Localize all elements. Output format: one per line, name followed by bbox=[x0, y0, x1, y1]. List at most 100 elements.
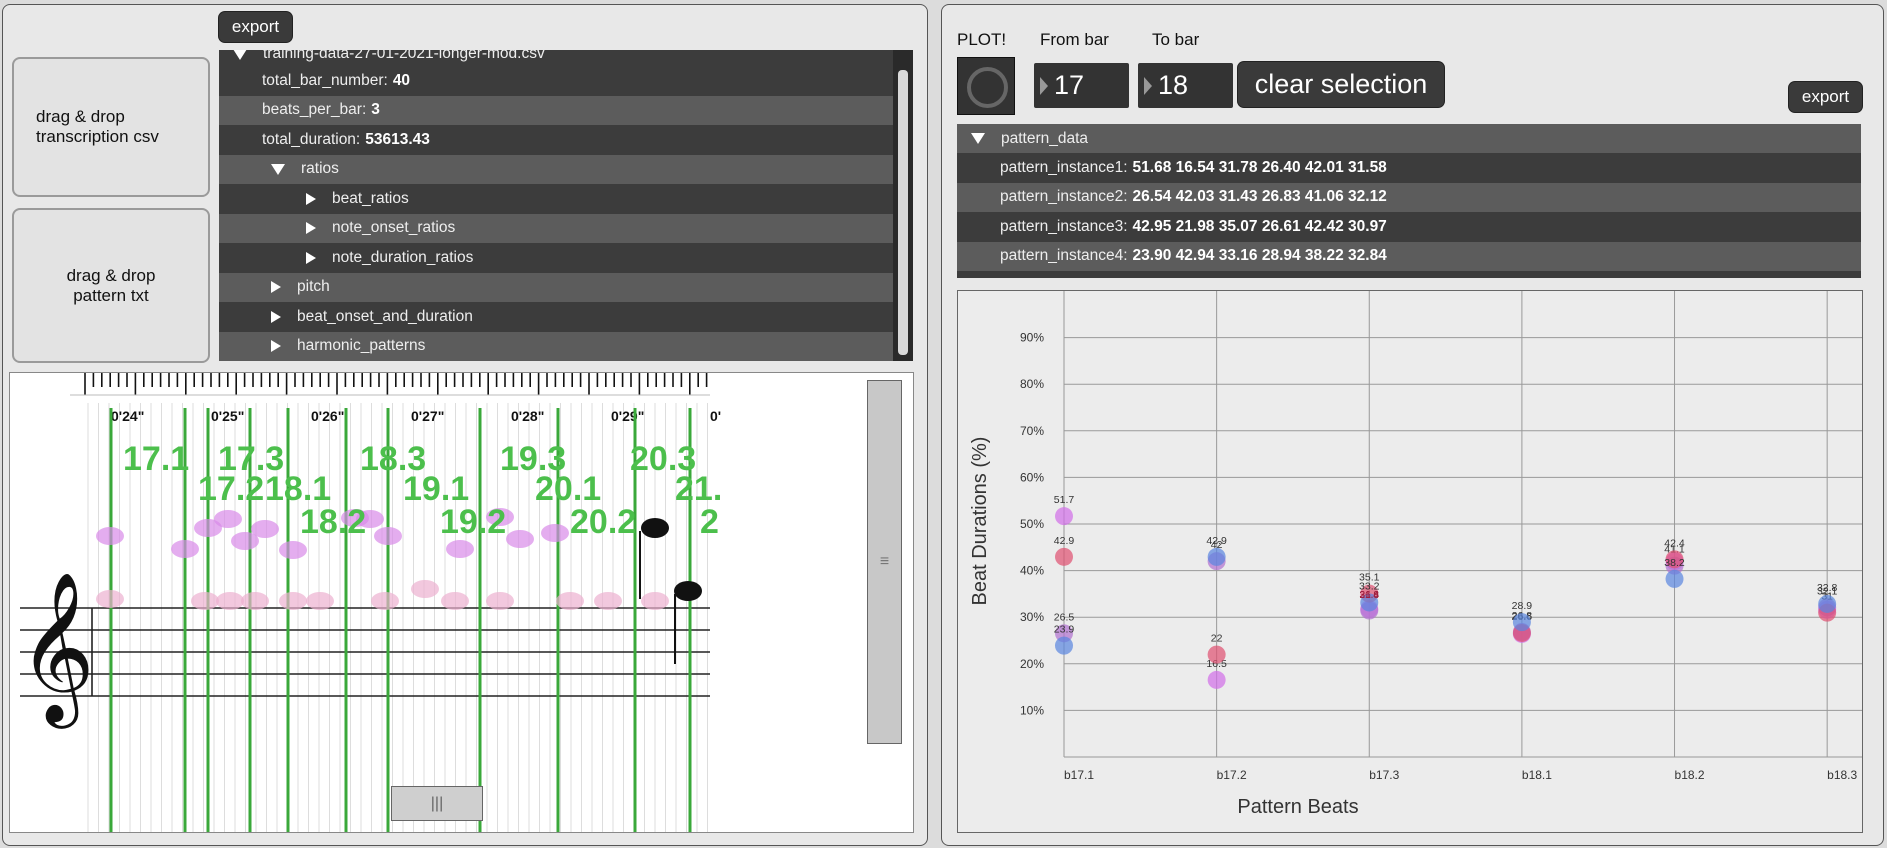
y-tick-label: 30% bbox=[1020, 610, 1044, 624]
pattern-instance-values: 42.95 21.98 35.07 26.61 42.42 30.97 bbox=[1132, 217, 1387, 235]
data-label: 32.1 bbox=[1817, 585, 1838, 597]
tree-row[interactable]: note_duration_ratios bbox=[219, 243, 893, 272]
scatter-plot: 10% 20% 30% 40% 50% 60% 70% 80% 90% b17.1 b17.2 b17… bbox=[957, 290, 1863, 833]
expand-right-icon[interactable] bbox=[271, 340, 281, 352]
note-blob bbox=[541, 524, 569, 542]
expand-right-icon[interactable] bbox=[306, 192, 316, 205]
note-blob bbox=[194, 519, 222, 537]
pattern-data-header[interactable]: pattern_data bbox=[957, 124, 1861, 153]
note-blob bbox=[506, 530, 534, 548]
note-black bbox=[674, 581, 702, 601]
drop-transcription-csv[interactable]: drag & drop transcription csv bbox=[12, 57, 210, 197]
note-blob bbox=[446, 540, 474, 558]
x-tick-label: b18.2 bbox=[1675, 768, 1705, 782]
clear-selection-button[interactable]: clear selection bbox=[1238, 62, 1444, 107]
data-point bbox=[1818, 594, 1837, 613]
y-axis-label: Beat Durations (%) bbox=[969, 437, 991, 606]
x-tick-label: b17.2 bbox=[1217, 768, 1247, 782]
number-arrow-icon bbox=[1040, 76, 1048, 95]
expand-right-icon[interactable] bbox=[271, 310, 281, 323]
data-label: 35.1 bbox=[1359, 572, 1380, 584]
data-label: 33.2 bbox=[1359, 580, 1380, 592]
data-label: 26.5 bbox=[1054, 611, 1075, 623]
tree-root[interactable]: training-data-27-01-2021-longer-mod.csv bbox=[219, 50, 903, 66]
expand-right-icon[interactable] bbox=[306, 222, 316, 234]
note-blob bbox=[231, 532, 259, 550]
notation-vertical-scrollbar[interactable]: ≡ bbox=[867, 380, 902, 744]
data-point bbox=[1512, 613, 1531, 632]
pattern-instance-row[interactable]: pattern_instance4: 23.90 42.94 33.16 28.9… bbox=[957, 241, 1861, 271]
data-tree[interactable]: training-data-27-01-2021-longer-mod.csv … bbox=[219, 50, 913, 361]
data-point bbox=[1055, 624, 1073, 643]
to-bar-value: 18 bbox=[1158, 70, 1189, 100]
pattern-data-tree[interactable]: pattern_data pattern_instance1: 51.68 16.… bbox=[957, 124, 1861, 278]
x-tick-label: b18.1 bbox=[1522, 768, 1552, 782]
pattern-instance-row[interactable]: pattern_instance2: 26.54 42.03 31.43 26.8… bbox=[957, 182, 1861, 212]
note-blob bbox=[374, 527, 402, 545]
beat-label: 19.3 bbox=[500, 440, 566, 478]
data-label: 51.7 bbox=[1054, 494, 1075, 506]
note-blob bbox=[216, 592, 244, 610]
note-blob bbox=[279, 592, 307, 610]
tree-row[interactable]: beats_per_bar: 3 bbox=[219, 95, 893, 125]
tree-row-key: total_bar_number: bbox=[262, 71, 388, 89]
notation-svg: 0'24" 0'25" 0'26" 0'27" 0'28" 0'29" 0'𝄞17.1 17.… bbox=[18, 373, 722, 832]
from-bar-label: From bar bbox=[1040, 30, 1109, 49]
expand-right-icon[interactable] bbox=[306, 251, 316, 264]
beat-label: 17.1 bbox=[123, 440, 189, 478]
vscroll-grip-icon: ≡ bbox=[879, 553, 890, 570]
pattern-instance-row[interactable]: pattern_instance3: 42.95 21.98 35.07 26.6… bbox=[957, 212, 1861, 241]
tree-scrollbar[interactable] bbox=[893, 50, 913, 361]
note-blob bbox=[441, 592, 469, 610]
notation-horizontal-scrollbar[interactable]: ||| bbox=[391, 786, 483, 821]
tree-row[interactable]: pitch bbox=[219, 272, 893, 302]
x-tick-label: b17.3 bbox=[1369, 768, 1399, 782]
note-blob bbox=[356, 510, 384, 528]
notation-view[interactable]: 0'24" 0'25" 0'26" 0'27" 0'28" 0'29" 0' 𝄞 17.1 17.… bbox=[9, 372, 914, 833]
time-label: 0'25" bbox=[211, 408, 244, 424]
data-point bbox=[1665, 550, 1684, 569]
y-tick-label: 10% bbox=[1020, 703, 1044, 717]
export-button-right[interactable]: export bbox=[1789, 82, 1862, 112]
tree-row[interactable]: total_duration: 53613.43 bbox=[219, 125, 893, 154]
note-blob bbox=[96, 527, 124, 545]
to-bar-input[interactable]: 18 bbox=[1138, 63, 1233, 108]
pattern-instance-key: pattern_instance4: bbox=[1000, 247, 1128, 264]
expand-down-icon[interactable] bbox=[271, 163, 285, 175]
note-blob bbox=[641, 592, 669, 610]
data-label: 28.9 bbox=[1512, 600, 1533, 612]
note-blob bbox=[486, 508, 514, 526]
data-label: 42.9 bbox=[1206, 535, 1227, 547]
tree-row[interactable]: total_bar_number: 40 bbox=[219, 66, 893, 95]
data-point bbox=[1055, 507, 1073, 526]
tree-scroll-thumb[interactable] bbox=[898, 70, 908, 355]
tree-row-key: beat_onset_and_duration bbox=[297, 307, 473, 325]
tree-row[interactable]: beat_ratios bbox=[219, 184, 893, 213]
y-tick-label: 60% bbox=[1020, 470, 1044, 484]
beat-label: 18.2 bbox=[300, 503, 366, 541]
beat-label: 20.3 bbox=[630, 440, 696, 478]
pattern-data-label: pattern_data bbox=[1001, 129, 1089, 147]
expand-down-icon bbox=[233, 50, 247, 60]
tree-row[interactable]: beat_onset_and_duration bbox=[219, 302, 893, 331]
y-tick-label: 90% bbox=[1020, 331, 1044, 345]
pattern-instance-values: 51.68 16.54 31.78 26.40 42.01 31.58 bbox=[1132, 158, 1387, 176]
tree-row-key: beats_per_bar: bbox=[262, 101, 367, 118]
note-blob bbox=[279, 541, 307, 559]
tree-row[interactable]: ratios bbox=[219, 154, 893, 184]
plot-button[interactable] bbox=[957, 57, 1015, 115]
drop-pattern-txt[interactable]: drag & drop pattern txt bbox=[12, 208, 210, 363]
beat-label: 18.3 bbox=[360, 440, 426, 478]
beat-label: 20.1 bbox=[535, 470, 601, 508]
pattern-instance-key: pattern_instance3: bbox=[1000, 217, 1128, 235]
pattern-instance-row[interactable]: pattern_instance1: 51.68 16.54 31.78 26.4… bbox=[957, 153, 1861, 182]
note-blob bbox=[306, 592, 334, 610]
expand-right-icon[interactable] bbox=[271, 281, 281, 293]
tree-row[interactable]: note_onset_ratios bbox=[219, 213, 893, 243]
tree-row-key: beat_ratios bbox=[332, 189, 409, 207]
from-bar-input[interactable]: 17 bbox=[1034, 63, 1129, 108]
export-button-left[interactable]: export bbox=[219, 12, 292, 42]
x-tick-label: b17.1 bbox=[1064, 768, 1094, 782]
data-label: 22 bbox=[1211, 633, 1223, 645]
tree-row[interactable]: harmonic_patterns bbox=[219, 331, 893, 361]
